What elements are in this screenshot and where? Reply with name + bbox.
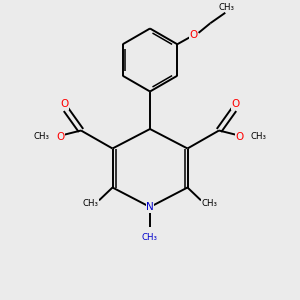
Text: O: O bbox=[60, 99, 69, 109]
Text: O: O bbox=[235, 131, 244, 142]
Text: N: N bbox=[146, 202, 154, 212]
Text: CH₃: CH₃ bbox=[201, 200, 217, 208]
Text: CH₃: CH₃ bbox=[33, 132, 50, 141]
Text: O: O bbox=[190, 30, 198, 40]
Text: CH₃: CH₃ bbox=[142, 232, 158, 242]
Text: CH₃: CH₃ bbox=[83, 200, 99, 208]
Text: CH₃: CH₃ bbox=[219, 3, 235, 12]
Text: CH₃: CH₃ bbox=[250, 132, 267, 141]
Text: O: O bbox=[56, 131, 65, 142]
Text: O: O bbox=[231, 99, 240, 109]
